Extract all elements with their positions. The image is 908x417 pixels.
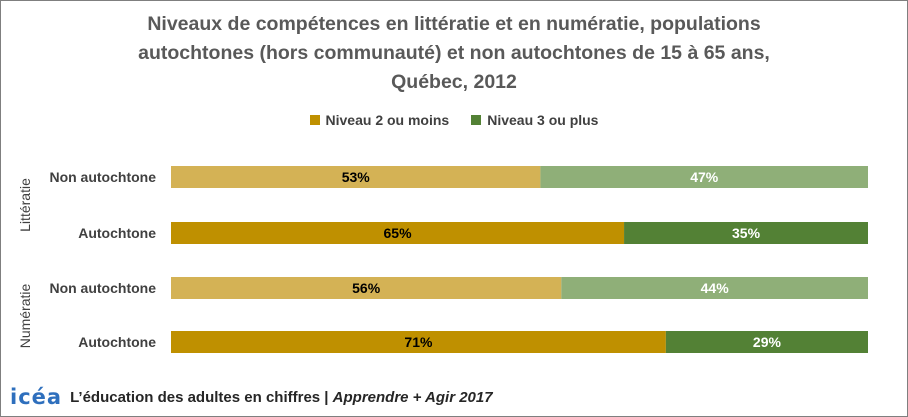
data-label-1-1-1: 53% [342,169,371,185]
bar-segment-1-2-1 [171,222,625,244]
category-label-1-1: Non autochtone [49,169,156,185]
footer: icéa L’éducation des adultes en chiffres… [10,385,493,409]
footer-text-italic: Apprendre + Agir 2017 [332,388,493,406]
legend-swatch-series-1 [309,115,320,125]
data-label-2-1-2: 44% [701,280,730,296]
data-label-1-1-2: 47% [690,169,719,185]
category-label-2-2: Autochtone [78,334,156,350]
legend-label-series-2: Niveau 3 ou plus [487,112,599,128]
chart-title-line-3: Québec, 2012 [391,71,517,93]
group-label-1: Littératie [17,178,33,232]
group-label-2: Numératie [17,284,33,349]
legend-label-series-1: Niveau 2 ou moins [325,112,450,128]
bar-segment-2-2-2 [665,331,868,353]
data-label-2-2-1: 71% [404,334,433,350]
data-label-2-2-2: 29% [753,334,782,350]
bar-segment-2-1-2 [561,277,868,299]
bar-segment-2-1-1 [171,277,562,299]
chart-title: Niveaux de compétences en littératie et … [0,10,908,97]
icea-logo: icéa [10,385,63,409]
bar-segment-1-2-2 [624,222,868,244]
footer-text: L’éducation des adultes en chiffres | Ap… [70,389,493,406]
category-label-1-2: Autochtone [78,225,156,241]
data-label-1-2-2: 35% [732,225,761,241]
legend-item-series-2: Niveau 3 ou plus [471,112,598,128]
bar-segment-1-1-1 [171,166,541,188]
chart-legend: Niveau 2 ou moins Niveau 3 ou plus [0,112,908,128]
chart-title-line-1: Niveaux de compétences en littératie et … [147,13,761,35]
legend-item-series-1: Niveau 2 ou moins [309,112,450,128]
legend-swatch-series-2 [471,115,482,125]
data-label-1-2-1: 65% [384,225,413,241]
chart-title-line-2: autochtones (hors communauté) et non aut… [138,42,770,64]
data-label-2-1-1: 56% [352,280,381,296]
category-label-2-1: Non autochtone [49,280,156,296]
bar-segment-2-2-1 [171,331,666,353]
bar-segment-1-1-2 [540,166,868,188]
footer-text-main: L’éducation des adultes en chiffres | [70,388,333,406]
